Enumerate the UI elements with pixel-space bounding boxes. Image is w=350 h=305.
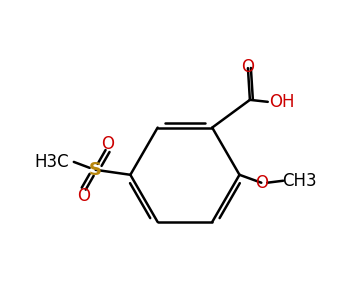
Text: S: S <box>89 161 102 179</box>
Text: H3C: H3C <box>35 153 69 171</box>
Text: O: O <box>241 58 254 76</box>
Text: CH3: CH3 <box>282 172 316 190</box>
Text: OH: OH <box>269 93 294 111</box>
Text: O: O <box>77 187 90 205</box>
Text: O: O <box>101 135 114 153</box>
Text: O: O <box>255 174 268 192</box>
